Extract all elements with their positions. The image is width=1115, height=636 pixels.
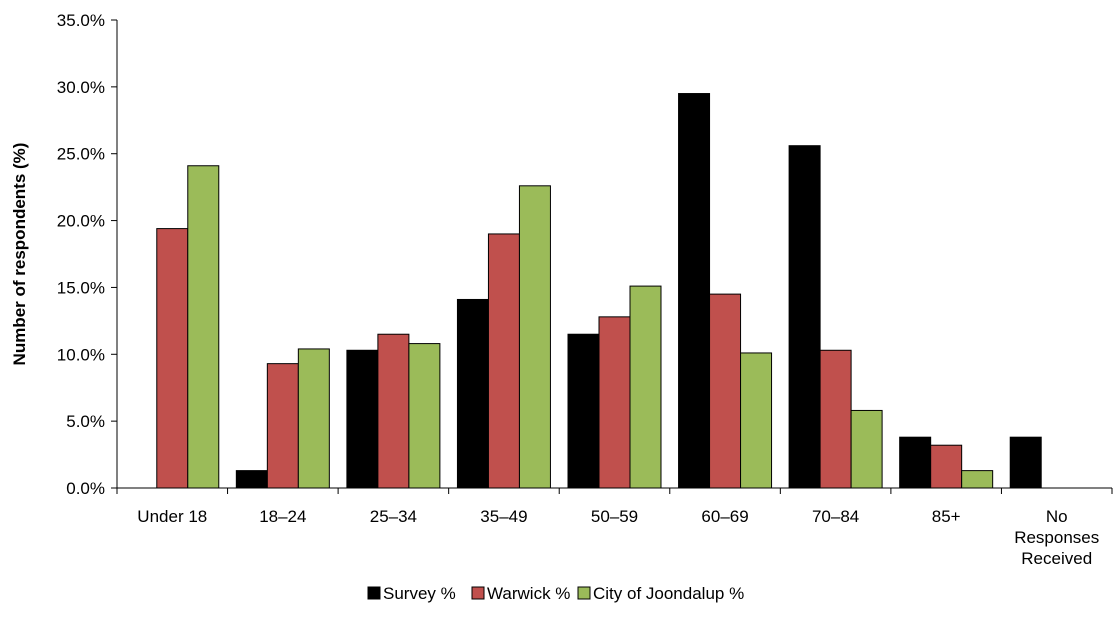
legend-swatch: [471, 586, 485, 600]
x-axis: Under 18 18–24 25–34 35–49 50–59 60–69 70–84 85…: [116, 487, 1113, 568]
y-tick-label: 30.0%: [57, 78, 105, 97]
bar-survey: [678, 93, 711, 489]
y-axis-title: Number of respondents (%): [10, 143, 29, 366]
x-tick-label: 50–59: [591, 507, 638, 526]
x-tick-label: No Responses Received: [1014, 507, 1099, 568]
legend-swatch: [577, 586, 591, 600]
bar-survey: [456, 298, 489, 489]
y-tick-label: 25.0%: [57, 145, 105, 164]
bars: [156, 93, 1042, 489]
bar-city-of-joondalup: [961, 470, 994, 489]
bar-city-of-joondalup: [187, 165, 220, 489]
bar-city-of-joondalup: [408, 343, 441, 489]
bar-warwick: [709, 293, 742, 489]
legend: Survey % Warwick % City of Joondalup %: [367, 584, 744, 603]
bar-warwick: [377, 333, 410, 489]
y-tick-label: 10.0%: [57, 345, 105, 364]
x-tick-label: Under 18: [137, 507, 207, 526]
y-axis: 0.0% 5.0% 10.0% 15.0% 20.0% 25.0% 30.0% 35.0%: [57, 11, 118, 498]
x-tick-label: 25–34: [370, 507, 417, 526]
y-tick-label: 35.0%: [57, 11, 105, 30]
bar-city-of-joondalup: [629, 285, 662, 489]
bar-city-of-joondalup: [297, 348, 330, 489]
bar-survey: [235, 470, 268, 489]
bar-warwick: [598, 316, 631, 489]
legend-label: Survey %: [383, 584, 456, 603]
bar-warwick: [930, 444, 963, 489]
bar-survey: [1009, 436, 1042, 489]
y-tick-label: 20.0%: [57, 212, 105, 231]
bar-city-of-joondalup: [850, 409, 883, 489]
legend-label: City of Joondalup %: [593, 584, 744, 603]
x-tick-label: 18–24: [259, 507, 306, 526]
bar-warwick: [156, 228, 189, 489]
bar-survey: [899, 436, 932, 489]
bar-warwick: [819, 349, 852, 489]
x-tick-label: 35–49: [480, 507, 527, 526]
x-tick-label: 60–69: [701, 507, 748, 526]
x-tick-label: 70–84: [812, 507, 859, 526]
legend-swatch: [367, 586, 381, 600]
y-tick-label: 15.0%: [57, 278, 105, 297]
x-tick-label: 85+: [932, 507, 961, 526]
bar-city-of-joondalup: [518, 185, 551, 489]
bar-survey: [788, 145, 821, 489]
bar-survey: [346, 349, 379, 489]
bar-city-of-joondalup: [740, 352, 773, 489]
y-tick-label: 0.0%: [66, 479, 105, 498]
bar-warwick: [487, 233, 520, 489]
bar-survey: [567, 333, 600, 489]
y-tick-label: 5.0%: [66, 412, 105, 431]
bar-warwick: [266, 363, 299, 489]
legend-label: Warwick %: [487, 584, 570, 603]
